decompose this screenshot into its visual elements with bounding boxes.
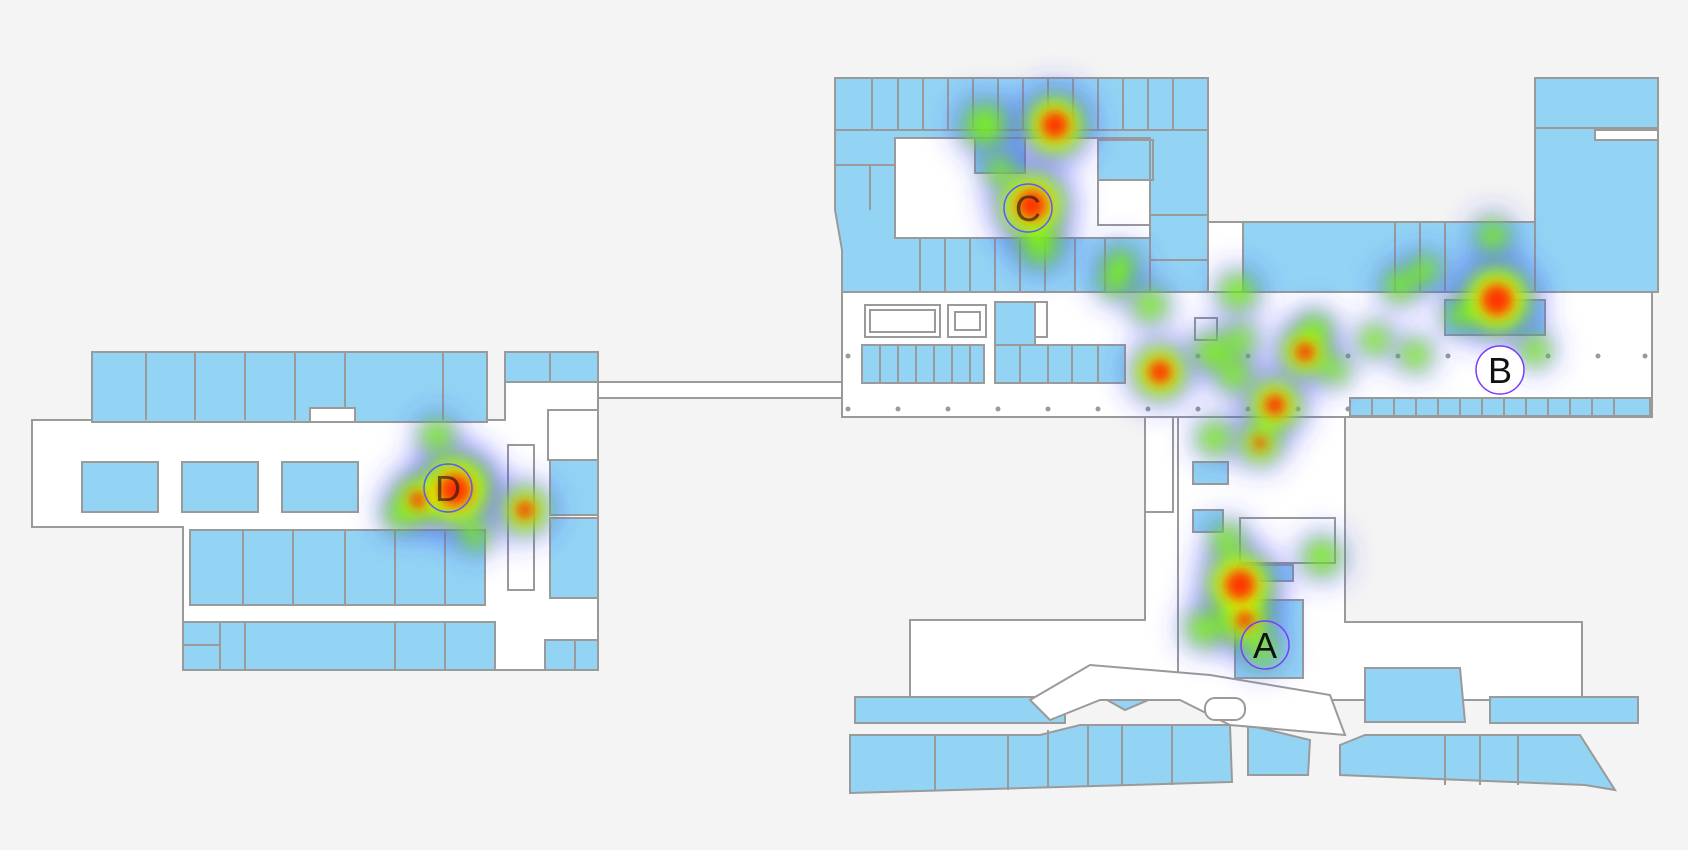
heat-spot-mid [1219,359,1251,391]
heat-spot-mid [386,501,414,529]
heat-spot-mid [1134,289,1166,321]
heat-spot-mid [986,156,1014,184]
heat-spot-mid [1211,524,1243,556]
heat-spot-mid [1195,335,1229,369]
heat-spot-mid [1101,268,1129,296]
heat-spot-mid [1521,336,1549,364]
heat-spot-mid [1322,357,1348,383]
marker-a[interactable]: A [1240,620,1290,670]
marker-c[interactable]: C [1003,183,1053,233]
heat-spot-mid [1188,611,1222,645]
heat-spot-mid [1384,269,1416,301]
marker-d-label: D [435,468,461,509]
heat-spot-mid [1361,326,1389,354]
marker-b-label: B [1488,350,1512,391]
heat-mid-layer [386,97,1549,666]
south-block [849,663,1639,795]
heat-spot-mid [1299,314,1331,346]
heat-spot-hot [1224,569,1256,601]
heat-spot-hot [1236,611,1254,629]
heatmap-layer [380,85,1555,672]
heat-spot-mid [1477,220,1509,252]
heat-spot-hot [1041,111,1069,139]
heat-spot-mid [1246,634,1278,666]
heat-spot-mid [1305,540,1339,574]
heat-spot-hot [516,501,534,519]
skybridge [597,381,843,399]
heat-spot-mid [964,104,1006,146]
heat-spot-mid [461,521,489,549]
heat-spot-hot [1148,360,1172,384]
heat-hot-layer [409,111,1514,629]
heat-spot-hot [1253,436,1267,450]
heat-spot-mid [1020,225,1060,265]
heat-spot-mid [421,420,453,452]
heat-spot-mid [1411,256,1439,284]
heat-spot-mid [1221,275,1255,309]
heat-spot-hot [438,473,472,507]
heat-spot-mid [1446,301,1474,329]
marker-c-label: C [1015,188,1041,229]
heat-spot-hot [1480,283,1514,317]
marker-b[interactable]: B [1475,345,1525,395]
heat-spot-hot [409,491,427,509]
floor-plan [31,77,1659,795]
marker-d[interactable]: D [423,463,473,513]
heat-spot-mid [1401,341,1429,369]
heat-spot-hot [1295,342,1315,362]
location-markers: A B C D [423,183,1525,670]
heat-spot-hot [1264,394,1286,416]
heat-spot-mid [1199,422,1231,454]
heat-spot-mid [1226,326,1254,354]
marker-a-label: A [1253,625,1277,666]
heat-spot-hot [1016,189,1048,221]
